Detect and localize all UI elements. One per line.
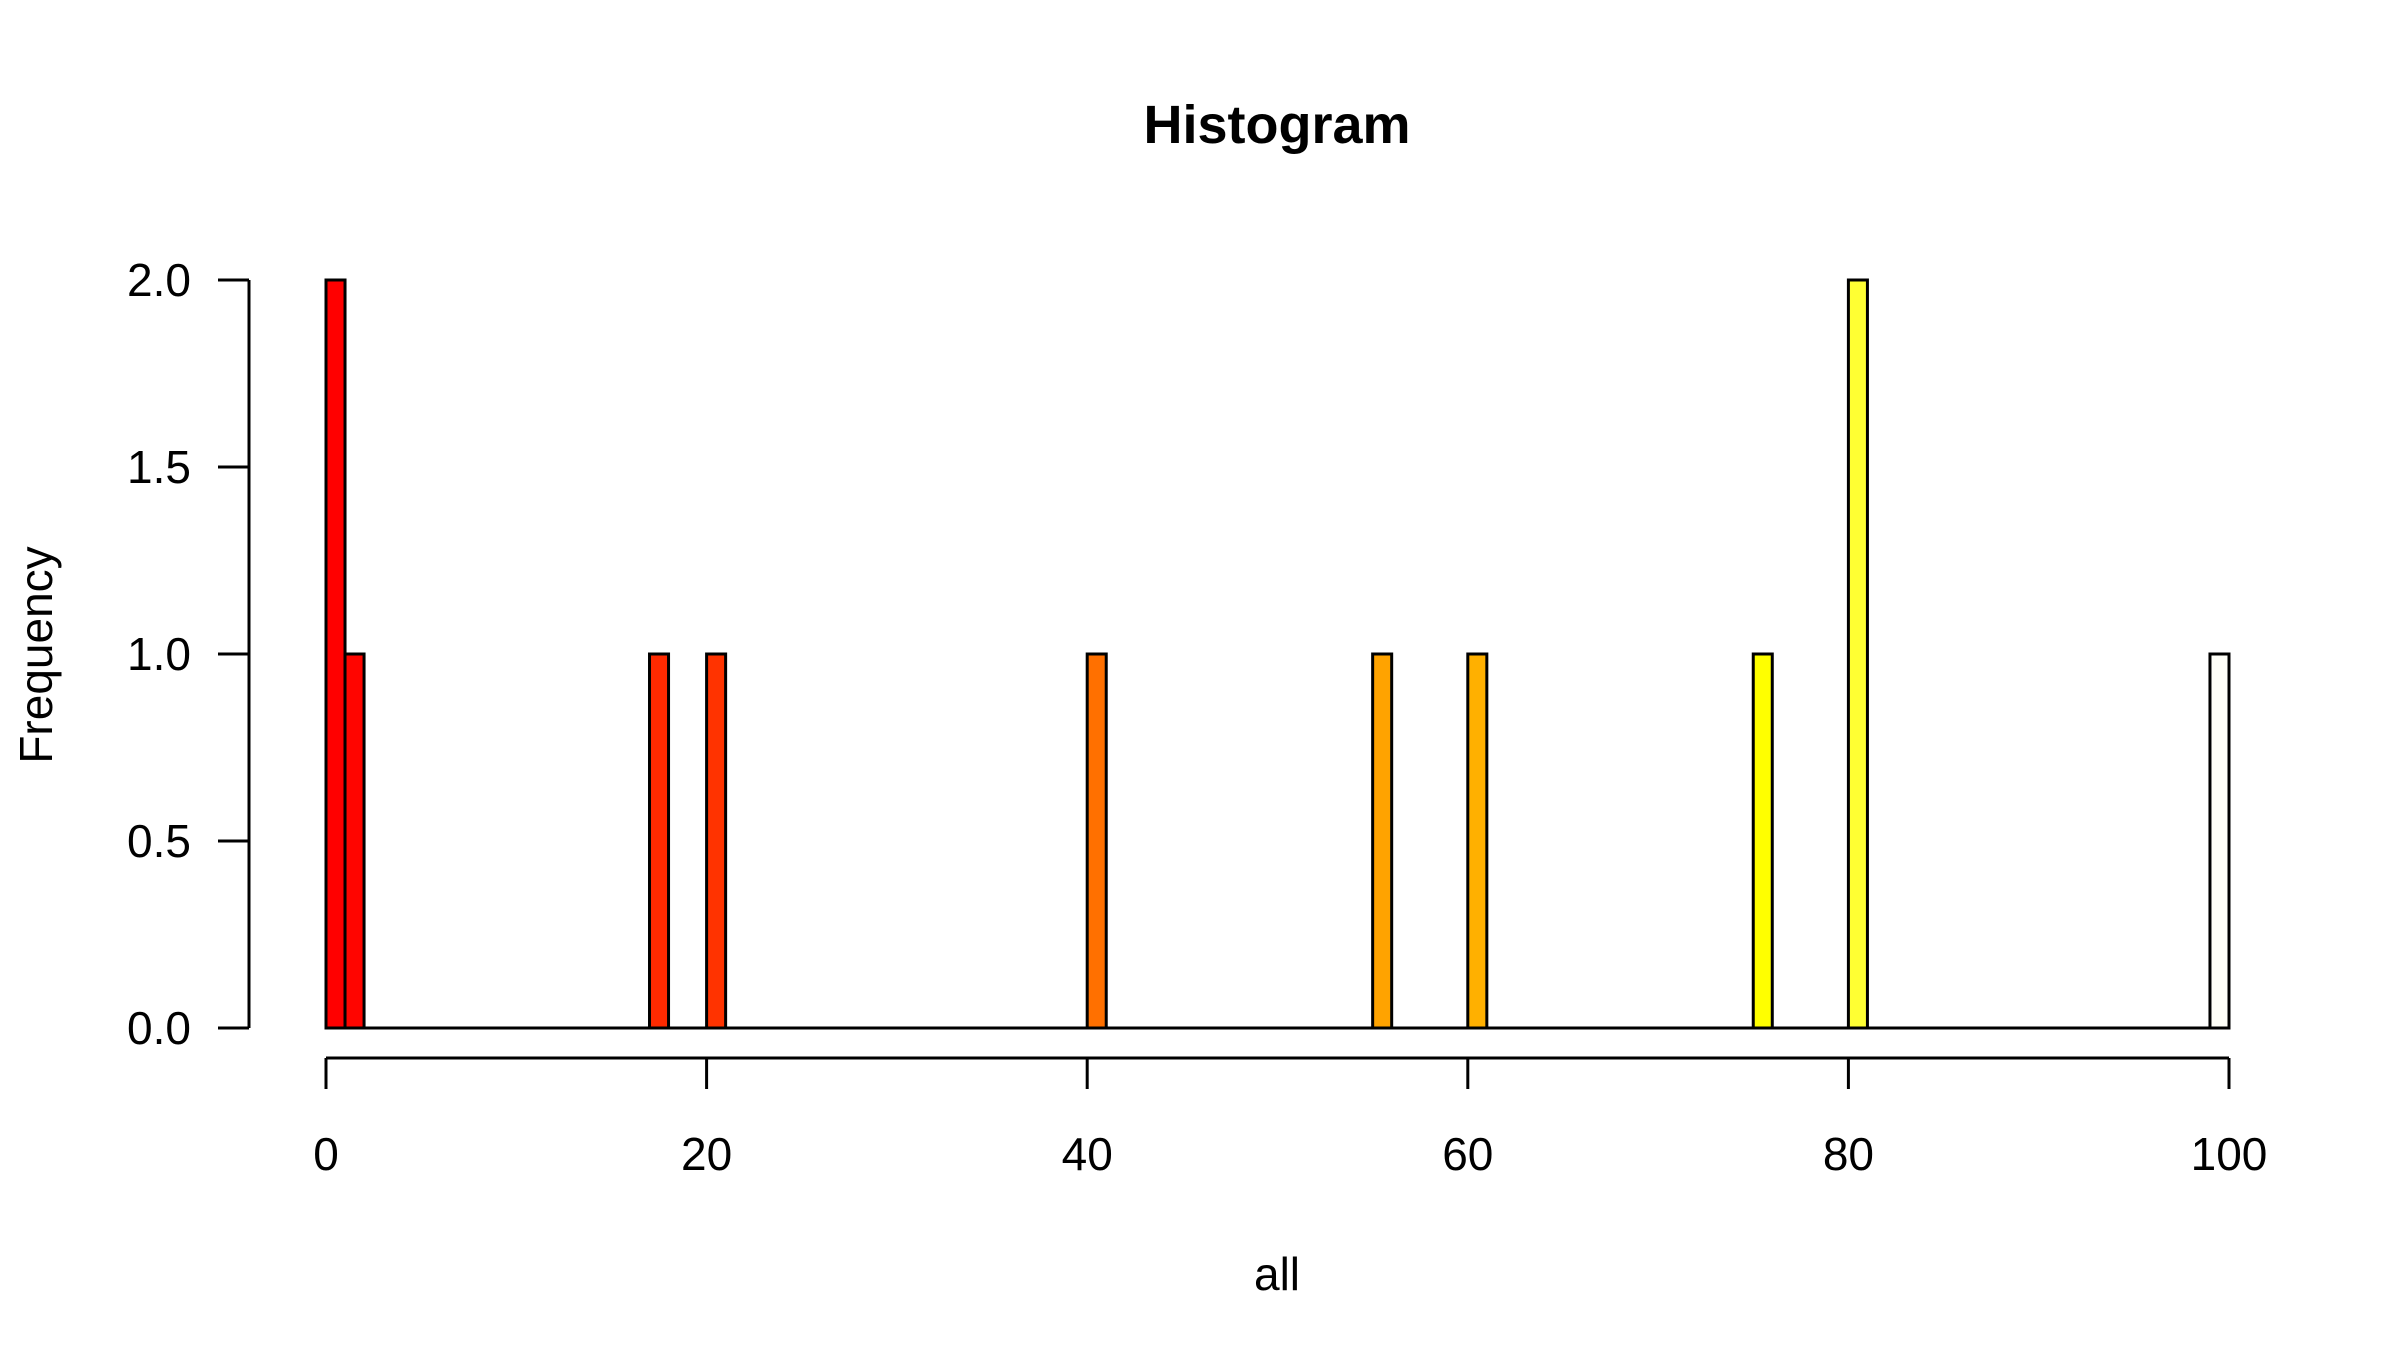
- histogram-bar: [1085, 652, 1108, 1030]
- x-tick-label: 0: [313, 1128, 339, 1180]
- chart-title: Histogram: [1143, 95, 1410, 155]
- x-tick-label: 100: [2191, 1128, 2268, 1180]
- histogram-bar: [1846, 278, 1869, 1030]
- y-tick-label: 0.0: [127, 1002, 191, 1054]
- x-tick-label: 20: [681, 1128, 732, 1180]
- x-tick-label: 80: [1823, 1128, 1874, 1180]
- axes-group: 0.0 0.5 1.0 1.5 2.0 0 20 40 60 80 100: [127, 254, 2267, 1180]
- y-axis-label: Frequency: [10, 546, 62, 763]
- histogram-bar: [1466, 652, 1489, 1030]
- histogram-bar: [343, 652, 366, 1030]
- x-tick-label: 40: [1062, 1128, 1113, 1180]
- x-tick-label: 60: [1442, 1128, 1493, 1180]
- bars-group: [324, 278, 2231, 1030]
- histogram-bar: [648, 652, 671, 1030]
- x-axis-label: all: [1254, 1248, 1300, 1300]
- histogram-bar: [705, 652, 728, 1030]
- histogram-bar: [1751, 652, 1774, 1030]
- y-tick-label: 2.0: [127, 254, 191, 306]
- y-tick-label: 1.5: [127, 441, 191, 493]
- y-tick-label: 1.0: [127, 628, 191, 680]
- histogram-bar: [1371, 652, 1394, 1030]
- histogram-bar: [324, 278, 347, 1030]
- histogram-bar: [2208, 652, 2231, 1030]
- y-tick-label: 0.5: [127, 815, 191, 867]
